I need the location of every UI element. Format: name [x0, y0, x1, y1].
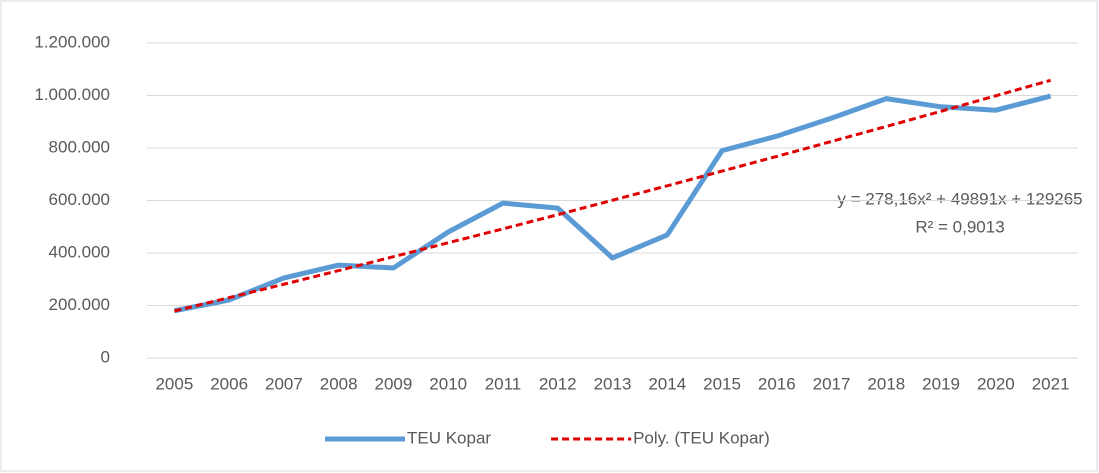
y-tick-label: 400.000 — [49, 242, 110, 261]
x-tick-label: 2010 — [429, 374, 467, 393]
y-tick-label: 200.000 — [49, 295, 110, 314]
x-tick-label: 2021 — [1032, 374, 1070, 393]
trend-r2: R² = 0,9013 — [915, 217, 1004, 236]
series-line — [174, 78, 1052, 313]
x-tick-label: 2015 — [703, 374, 741, 393]
series-line — [173, 93, 1052, 314]
x-tick-label: 2009 — [375, 374, 413, 393]
y-tick-label: 1.200.000 — [34, 32, 110, 51]
x-tick-label: 2008 — [320, 374, 358, 393]
x-tick-label: 2017 — [813, 374, 851, 393]
x-tick-label: 2019 — [922, 374, 960, 393]
legend-label: TEU Kopar — [407, 428, 491, 447]
y-tick-label: 600.000 — [49, 190, 110, 209]
trend-equation: y = 278,16x² + 49891x + 129265 — [837, 189, 1082, 208]
x-tick-label: 2005 — [155, 374, 193, 393]
y-tick-label: 1.000.000 — [34, 85, 110, 104]
x-tick-label: 2007 — [265, 374, 303, 393]
x-tick-label: 2020 — [977, 374, 1015, 393]
x-tick-label: 2016 — [758, 374, 796, 393]
legend-label: Poly. (TEU Kopar) — [633, 428, 770, 447]
x-tick-label: 2012 — [539, 374, 577, 393]
x-tick-label: 2018 — [867, 374, 905, 393]
x-tick-label: 2006 — [210, 374, 248, 393]
x-tick-label: 2014 — [648, 374, 686, 393]
y-tick-label: 0 — [101, 347, 110, 366]
x-tick-label: 2011 — [485, 374, 522, 393]
y-tick-label: 800.000 — [49, 137, 110, 156]
x-tick-label: 2013 — [594, 374, 632, 393]
